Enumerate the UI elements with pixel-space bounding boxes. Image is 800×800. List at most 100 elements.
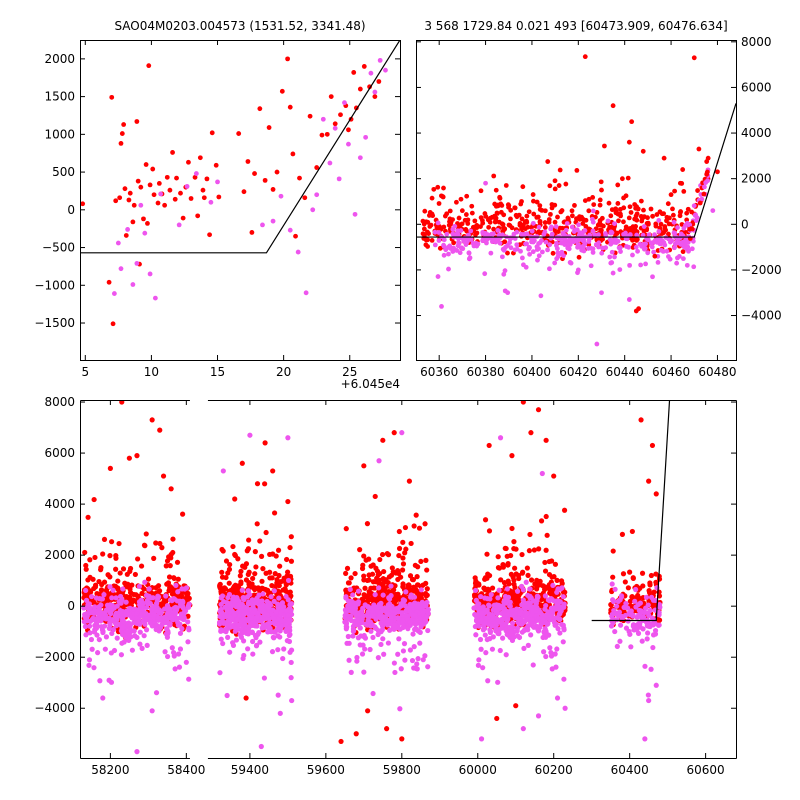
data-point	[517, 221, 523, 226]
full-data-points	[81, 400, 663, 755]
data-point	[422, 616, 428, 622]
data-point	[560, 639, 566, 645]
data-point	[695, 188, 700, 193]
data-point	[400, 648, 407, 654]
data-point	[372, 585, 378, 591]
data-point	[92, 582, 99, 588]
data-point	[511, 577, 517, 583]
data-point	[101, 610, 108, 616]
data-point	[370, 598, 376, 604]
data-point	[471, 605, 477, 611]
data-point	[134, 119, 140, 124]
data-point	[491, 173, 497, 179]
data-point	[85, 602, 91, 608]
data-point	[98, 564, 104, 571]
y-tick-label: 8000	[44, 395, 75, 409]
data-point	[561, 603, 567, 609]
data-point	[287, 544, 293, 551]
data-point	[235, 556, 241, 562]
data-point	[88, 636, 95, 643]
data-point	[609, 581, 615, 587]
data-point	[667, 256, 673, 262]
data-point	[655, 259, 661, 265]
data-point	[271, 510, 278, 516]
data-point	[482, 595, 488, 601]
data-point	[164, 626, 170, 633]
data-point	[138, 202, 144, 208]
data-point	[503, 652, 509, 658]
data-point	[645, 630, 651, 636]
data-point	[646, 587, 652, 594]
data-point	[177, 630, 184, 636]
data-point	[287, 631, 293, 638]
data-point	[588, 263, 594, 269]
y-tick-label: 2000	[44, 548, 75, 562]
data-point	[157, 427, 163, 433]
data-point	[269, 575, 275, 581]
data-point	[510, 625, 516, 631]
data-point	[242, 621, 248, 628]
data-point	[112, 613, 119, 619]
data-point	[534, 215, 540, 220]
data-point	[508, 629, 514, 635]
data-point	[405, 626, 411, 632]
data-point	[554, 695, 561, 701]
data-point	[107, 602, 113, 608]
data-point	[302, 195, 308, 201]
data-point	[396, 552, 402, 559]
data-point	[384, 726, 390, 732]
data-point	[564, 221, 570, 226]
data-point	[542, 208, 548, 214]
data-point	[253, 642, 260, 649]
data-point	[82, 614, 88, 620]
data-point	[481, 585, 487, 591]
data-point	[248, 615, 254, 621]
data-point	[164, 558, 171, 564]
data-point	[400, 539, 406, 545]
data-point	[257, 639, 263, 645]
data-point	[138, 184, 144, 190]
data-point	[414, 573, 420, 580]
data-point	[338, 112, 343, 118]
data-point	[257, 106, 263, 112]
data-point	[396, 545, 403, 552]
data-point	[651, 589, 657, 595]
data-point	[239, 460, 245, 466]
data-point	[399, 610, 405, 616]
data-point	[480, 627, 486, 633]
data-point	[680, 249, 686, 255]
data-point	[357, 612, 364, 618]
data-point	[245, 601, 252, 607]
data-point	[491, 236, 497, 242]
data-point	[236, 131, 242, 136]
data-point	[366, 614, 372, 620]
data-point	[146, 63, 152, 69]
data-point	[225, 634, 231, 640]
data-point	[217, 581, 223, 587]
data-point	[81, 605, 87, 611]
data-point	[267, 628, 273, 635]
x-tick-label: 58200	[91, 763, 129, 777]
data-point	[224, 692, 230, 699]
data-point	[567, 260, 573, 265]
data-point	[276, 595, 282, 601]
data-point	[260, 586, 266, 592]
data-point	[519, 629, 525, 635]
data-point	[289, 697, 295, 704]
data-point	[454, 199, 459, 205]
data-point	[497, 435, 504, 441]
data-point	[545, 621, 551, 627]
data-point	[514, 606, 520, 612]
data-point	[424, 586, 430, 592]
data-point	[519, 255, 525, 261]
data-point	[179, 626, 185, 632]
data-point	[459, 208, 465, 214]
data-point	[259, 616, 265, 622]
data-point	[345, 580, 352, 586]
data-point	[561, 507, 568, 513]
data-point	[280, 587, 286, 593]
data-point	[641, 224, 647, 229]
data-point	[527, 251, 532, 257]
data-point	[402, 603, 408, 609]
data-point	[530, 662, 536, 668]
